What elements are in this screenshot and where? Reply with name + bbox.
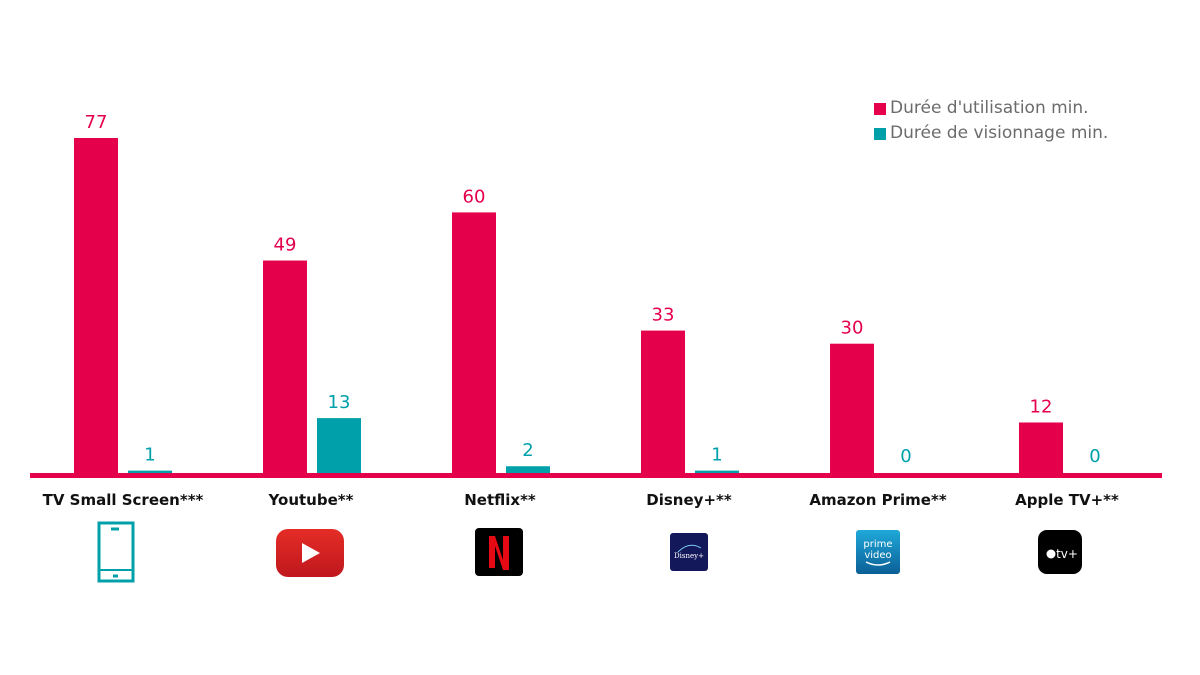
data-label: 2 bbox=[522, 440, 533, 461]
data-label: 30 bbox=[841, 318, 864, 339]
legend-item-viewing: Durée de visionnage min. bbox=[874, 121, 1108, 146]
svg-text:Disney+: Disney+ bbox=[674, 552, 704, 560]
data-label: 0 bbox=[1089, 446, 1100, 467]
category-label: Youtube** bbox=[268, 491, 354, 509]
legend-label-viewing: Durée de visionnage min. bbox=[890, 123, 1109, 143]
apple-tv-icon: tv+ bbox=[1038, 530, 1082, 578]
disney-plus-icon: Disney+ bbox=[670, 533, 708, 575]
svg-text:prime: prime bbox=[863, 539, 892, 550]
bar-usage bbox=[1019, 422, 1063, 475]
svg-text:video: video bbox=[864, 550, 891, 561]
category-label: Disney+** bbox=[646, 491, 732, 509]
data-label: 1 bbox=[144, 445, 155, 466]
smartphone-icon bbox=[97, 521, 137, 587]
prime-video-icon: prime video bbox=[856, 530, 900, 578]
netflix-icon bbox=[475, 528, 523, 580]
bar-usage bbox=[263, 260, 307, 475]
data-label: 49 bbox=[274, 235, 297, 256]
legend-label-usage: Durée d'utilisation min. bbox=[890, 98, 1089, 118]
category-label: TV Small Screen*** bbox=[42, 491, 204, 509]
bar-usage bbox=[74, 138, 118, 475]
legend: Durée d'utilisation min. Durée de vision… bbox=[874, 96, 1108, 146]
data-label: 1 bbox=[711, 445, 722, 466]
data-label: 0 bbox=[900, 446, 911, 467]
legend-swatch-viewing bbox=[874, 127, 886, 140]
bar-viewing bbox=[128, 470, 172, 475]
bar-viewing bbox=[317, 418, 361, 475]
data-label: 12 bbox=[1030, 396, 1053, 417]
youtube-icon bbox=[276, 529, 344, 581]
data-label: 33 bbox=[652, 305, 675, 326]
data-label: 13 bbox=[328, 392, 351, 413]
category-label: Amazon Prime** bbox=[809, 491, 947, 509]
bar-usage bbox=[830, 343, 874, 475]
bar-viewing bbox=[695, 470, 739, 475]
bar-usage bbox=[452, 212, 496, 476]
category-label: Apple TV+** bbox=[1015, 491, 1119, 509]
data-label: 60 bbox=[463, 186, 486, 207]
legend-item-usage: Durée d'utilisation min. bbox=[874, 96, 1108, 121]
bar-usage bbox=[641, 330, 685, 475]
legend-swatch-usage bbox=[874, 102, 886, 115]
bar-viewing bbox=[506, 466, 550, 475]
svg-text:tv+: tv+ bbox=[1056, 547, 1078, 561]
data-label: 77 bbox=[85, 112, 108, 133]
x-axis-line bbox=[30, 473, 1162, 478]
category-label: Netflix** bbox=[464, 491, 536, 509]
